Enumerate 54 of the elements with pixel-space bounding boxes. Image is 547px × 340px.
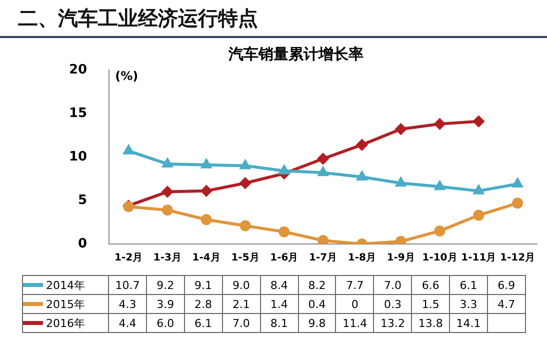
data-label: 7.7 [336,276,374,294]
data-label: 9.8 [298,314,336,332]
data-label: 13.2 [374,314,412,332]
x-tick-label: 1-10月 [422,252,458,264]
data-label: 9.2 [146,276,184,294]
data-label: 6.0 [146,314,184,332]
data-label: 4.3 [108,294,146,314]
data-label: 13.8 [412,314,450,332]
data-label: 6.6 [412,276,450,294]
data-label: 2.8 [184,294,222,314]
data-label: 2.1 [222,294,260,314]
data-label: 0.4 [298,294,336,314]
data-label: 6.9 [487,276,526,294]
data-label: 11.4 [336,314,374,332]
data-label: 0.3 [374,294,412,314]
text: 二、汽车工业经济运行特点 [0,0,547,38]
data-label: 14.1 [450,314,488,332]
data-label: 9.1 [184,276,222,294]
x-tick-label: 1-8月 [348,252,376,264]
data-label: 0 [336,294,374,314]
data-label: 4.7 [487,294,526,314]
x-tick-label: 1-11月 [461,252,496,264]
y-tick-label: 20 [68,62,88,78]
y-tick-label: 10 [68,149,88,164]
data-label: 4.4 [108,314,146,332]
data-label: 1.5 [412,294,450,314]
x-tick-label: 1-9月 [386,252,415,264]
y-tick-label: 5 [78,192,88,208]
chart-title: 汽车销量累计增长率 [228,44,364,63]
x-tick-label: 1-12月 [500,252,536,264]
data-label: 6.1 [184,314,222,332]
data-label: 3.9 [146,294,184,314]
data-label: 8.2 [298,276,336,294]
legend-label: 2015年 [46,298,85,310]
data-label: 9.0 [222,276,260,294]
x-tick-label: 1-7月 [309,252,338,264]
data-label: 8.1 [260,314,298,332]
data-label: 8.4 [260,276,298,294]
legend-label: 2016年 [46,316,85,330]
legend-label: 2014年 [46,278,85,292]
y-axis-title: (%) [115,69,138,83]
data-label: 6.1 [450,276,488,294]
y-tick-label: 0 [78,236,88,252]
x-tick-label: 1-5月 [231,252,260,264]
x-tick-label: 1-6月 [270,252,298,264]
data-label: 10.7 [108,276,146,294]
x-tick-label: 1-4月 [192,252,220,264]
x-tick-label: 1-3月 [153,252,182,264]
data-label: 7.0 [222,314,260,332]
x-tick-label: 1-2月 [114,252,143,264]
data-label: 7.0 [374,276,412,294]
data-label: 1.4 [260,294,298,314]
data-label: 3.3 [450,294,488,314]
y-tick-label: 15 [68,106,88,121]
